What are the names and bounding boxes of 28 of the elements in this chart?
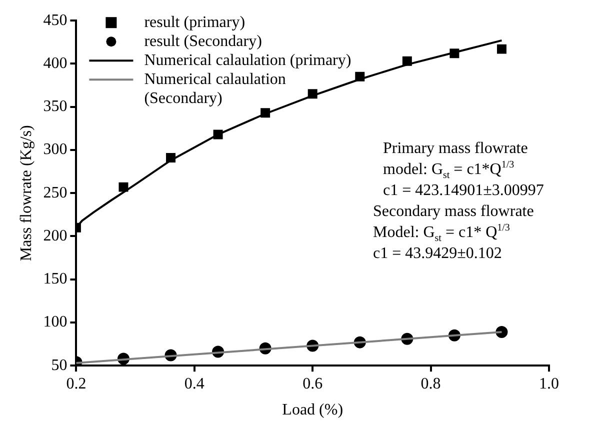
y-axis-title: Mass flowrate (Kg/s) bbox=[18, 125, 35, 262]
legend-label: Numerical calaulation (primary) bbox=[144, 52, 352, 69]
y-tick-label: 150 bbox=[43, 270, 68, 288]
y-tick-label: 50 bbox=[51, 356, 68, 374]
point bbox=[118, 182, 128, 192]
y-tick-label: 450 bbox=[43, 12, 68, 29]
y-tick-label: 350 bbox=[43, 98, 68, 116]
annotation: Model: G$_{st}$ = c1* Q$^{1/3}$ bbox=[373, 222, 511, 244]
point bbox=[496, 44, 506, 54]
y-tick-label: 300 bbox=[43, 141, 68, 158]
x-tick-label: 0.6 bbox=[302, 375, 323, 392]
legend-label: Numerical calaulation (Secondary) bbox=[144, 70, 286, 107]
y-tick-label: 100 bbox=[43, 314, 68, 331]
y-tick-label: 250 bbox=[43, 184, 68, 202]
annotation: Primary mass flowrate bbox=[383, 139, 529, 159]
x-tick-label: 0.4 bbox=[184, 375, 204, 392]
annotation: c1 = 43.9429±0.102 bbox=[373, 244, 503, 264]
y-tick-label: 200 bbox=[43, 227, 68, 244]
x-tick-label: 0.8 bbox=[420, 375, 441, 392]
x-tick-label: 1.0 bbox=[539, 375, 559, 392]
x-axis-title: Load (%) bbox=[282, 402, 344, 419]
y-tick-label: 400 bbox=[43, 54, 68, 72]
annotation: c1 = 423.14901±3.00997 bbox=[383, 181, 544, 201]
annotation: model: G$_{st}$ = c1*Q$^{1/3}$ bbox=[383, 159, 516, 182]
annotation: Secondary mass flowrate bbox=[373, 202, 535, 222]
x-tick-label: 0.2 bbox=[66, 375, 86, 392]
legend-label: result (primary) bbox=[144, 14, 246, 31]
legend-label: result (Secondary) bbox=[144, 32, 262, 50]
